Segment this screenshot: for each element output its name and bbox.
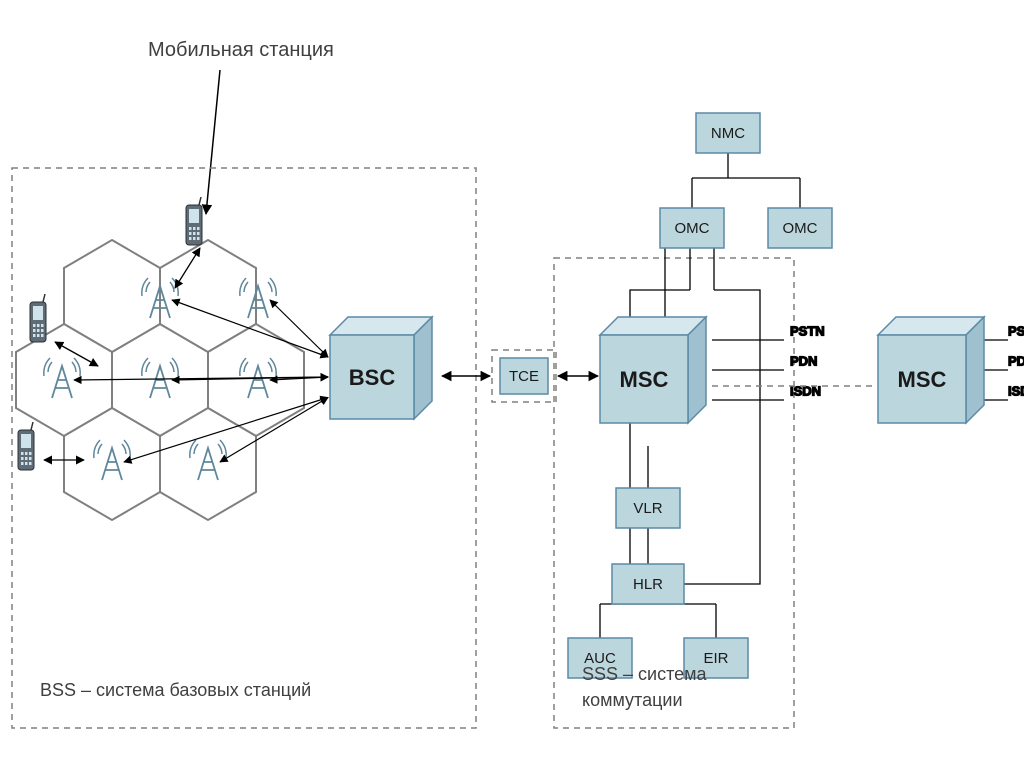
msc2-external: PSTN PDN ISDN [984, 323, 1024, 400]
phone-icon [30, 294, 46, 342]
msc2-pdn-label: PDN [1008, 353, 1024, 368]
msc2-isdn-label: ISDN [1008, 383, 1024, 398]
bss-caption: BSS – система базовых станций [40, 680, 311, 700]
hlr-node: HLR [612, 564, 684, 604]
tce-label: TCE [509, 368, 539, 385]
sss-caption-line2: коммутации [582, 690, 683, 710]
vlr-label: VLR [633, 500, 662, 517]
msc1-pdn-label: PDN [790, 353, 817, 368]
msc1-cube: MSC [600, 317, 706, 423]
nmc-label: NMC [711, 125, 745, 142]
msc2-label: MSC [898, 367, 947, 392]
tce-node: TCE [500, 358, 548, 394]
bsc-label: BSC [349, 365, 396, 390]
omc2-node: OMC [768, 208, 832, 248]
msc2-pstn-label: PSTN [1008, 323, 1024, 338]
bsc-cube: BSC [330, 317, 432, 419]
phone-icon [18, 422, 34, 470]
msc1-label: MSC [620, 367, 669, 392]
eir-label: EIR [703, 650, 728, 667]
cubes: BSC MSC MSC [330, 317, 984, 423]
vlr-node: VLR [616, 488, 680, 528]
title-arrow [206, 70, 220, 214]
msc1-pstn-label: PSTN [790, 323, 825, 338]
nmc-node: NMC [696, 113, 760, 153]
diagram-title: Мобильная станция [148, 39, 334, 61]
msc1-external: PSTN PDN ISDN [712, 323, 825, 400]
omc1-node: OMC [660, 208, 724, 248]
omc1-label: OMC [675, 220, 710, 237]
msc2-cube: MSC [878, 317, 984, 423]
sss-caption-line1: SSS – система [582, 664, 708, 684]
omc2-label: OMC [783, 220, 818, 237]
hlr-label: HLR [633, 576, 663, 593]
phone-icon [186, 197, 202, 245]
msc-children-lines [600, 446, 716, 638]
